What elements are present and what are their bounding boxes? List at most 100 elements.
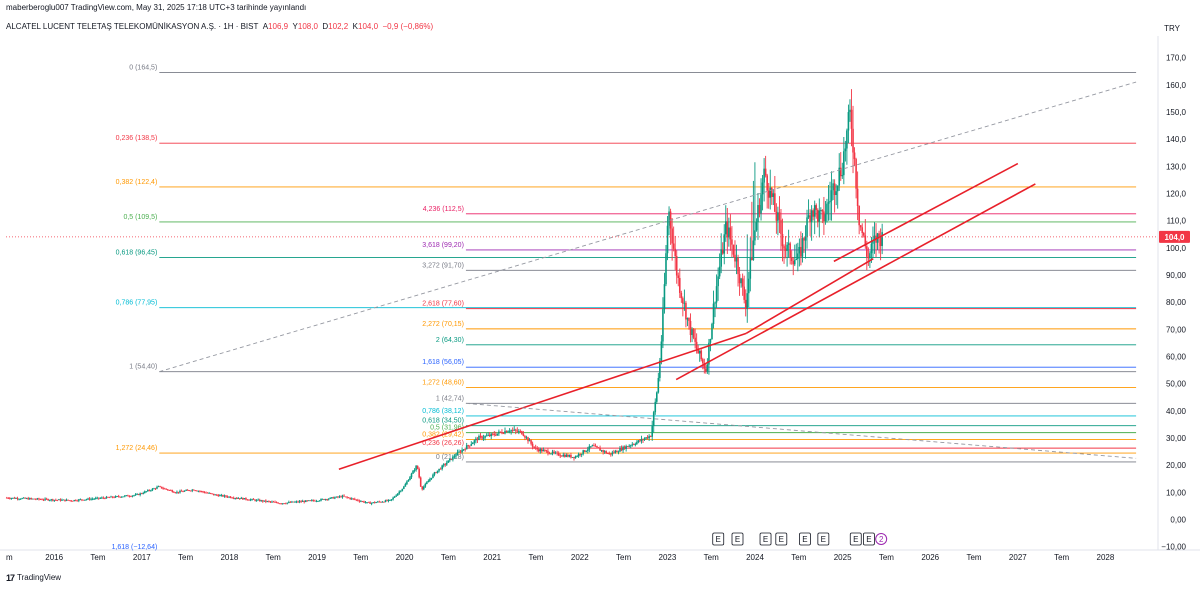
candle-body (815, 205, 818, 210)
candle-body (33, 498, 36, 500)
candle-body (96, 497, 99, 499)
event-marker-label: E (866, 535, 871, 544)
earnings-marker (817, 532, 830, 546)
x-axis-tick-label: 2027 (1009, 553, 1027, 562)
candle-body (465, 445, 468, 450)
candle-body (326, 499, 328, 500)
candle-body (435, 472, 437, 474)
candle-body (433, 472, 436, 475)
candle-body (686, 317, 689, 320)
candle-body (774, 193, 776, 212)
candle-body (150, 490, 152, 492)
candle-body (341, 495, 344, 498)
currency-label[interactable]: TRY (1164, 24, 1180, 33)
fib-level-label: 2,272 (70,15) (422, 321, 464, 328)
candle-body (413, 470, 416, 471)
candle-body (418, 468, 420, 478)
candle-body (215, 494, 218, 496)
candle-body (728, 227, 730, 238)
candle-body (600, 450, 603, 452)
candle-body (136, 494, 138, 495)
dividend-marker (875, 533, 888, 545)
x-axis-tick-label: Tem (528, 553, 543, 562)
candle-body (496, 433, 499, 436)
candle-body (48, 500, 51, 501)
candle-body (527, 437, 529, 442)
candle-body (487, 434, 489, 436)
y-axis-tick-label: 160,0 (1166, 81, 1187, 90)
candle-body (708, 342, 710, 365)
candle-body (539, 449, 542, 452)
candle-body (715, 286, 718, 303)
candle-body (255, 499, 258, 501)
candle-body (573, 456, 575, 459)
fib-level-label: 0,236 (138,5) (116, 135, 158, 142)
candle-body (185, 490, 187, 491)
candle-body (272, 501, 275, 503)
candle-body (836, 185, 839, 192)
candle-body (318, 500, 321, 502)
candle-body (645, 437, 647, 439)
candle-body (449, 458, 451, 461)
candle-body (387, 499, 390, 501)
earnings-marker (759, 532, 772, 546)
candle-body (758, 205, 761, 214)
candle-body (571, 456, 574, 458)
candle-body (649, 436, 652, 437)
candle-body (427, 480, 430, 483)
candle-body (87, 498, 89, 500)
fib-level-label: 0,786 (77,95) (116, 300, 158, 307)
candle-body (156, 487, 158, 489)
candle-body (445, 462, 448, 465)
tradingview-logo-icon: 17 (6, 573, 15, 583)
candle-body (694, 337, 696, 342)
candle-body (594, 446, 597, 447)
y-axis-tick-label: 120,0 (1166, 189, 1187, 198)
trendlines (159, 81, 1137, 470)
candle-body (597, 447, 600, 449)
fib-level-label: 0,618 (96,45) (116, 249, 158, 256)
candle-body (835, 191, 837, 196)
candle-body (861, 227, 864, 233)
candle-body (826, 203, 828, 215)
candle-body (680, 292, 683, 299)
candle-body (64, 499, 66, 501)
candle-body (324, 499, 327, 500)
candle-body (179, 490, 181, 493)
candle-body (478, 436, 480, 441)
candle-body (139, 493, 141, 495)
fib-level-label: 0,382 (122,4) (116, 179, 158, 186)
candle-body (140, 493, 143, 495)
candle-body (42, 499, 45, 501)
candle-body (675, 256, 678, 276)
candle-body (110, 496, 112, 498)
candle-body (593, 445, 595, 447)
candle-body (180, 490, 183, 492)
candle-body (490, 433, 493, 437)
fib-level-label: 0,236 (26,26) (422, 440, 464, 447)
candle-body (157, 486, 160, 488)
symbol-title[interactable]: ALCATEL LUCENT TELETAŞ TELEKOMÜNİKASYON … (6, 22, 259, 31)
candle-body (291, 501, 293, 503)
candle-body (196, 490, 198, 492)
candle-body (124, 495, 126, 497)
candle-body (498, 431, 500, 434)
candle-body (847, 112, 850, 131)
candle-body (614, 451, 617, 453)
x-axis-tick-label: Tem (353, 553, 368, 562)
fib-level-label: 0,786 (38,12) (422, 408, 464, 415)
candle-body (660, 341, 663, 361)
candle-body (286, 502, 289, 504)
candle-body (251, 499, 253, 500)
candle-body (846, 130, 848, 149)
footer-brand[interactable]: 17 TradingView (6, 572, 61, 584)
candlestick-series (5, 89, 883, 506)
candle-body (45, 498, 48, 500)
candle-body (127, 495, 129, 497)
x-axis-tick-label: 2025 (834, 553, 852, 562)
candle-body (559, 455, 562, 457)
candle-body (271, 501, 273, 503)
candle-body (222, 495, 224, 497)
